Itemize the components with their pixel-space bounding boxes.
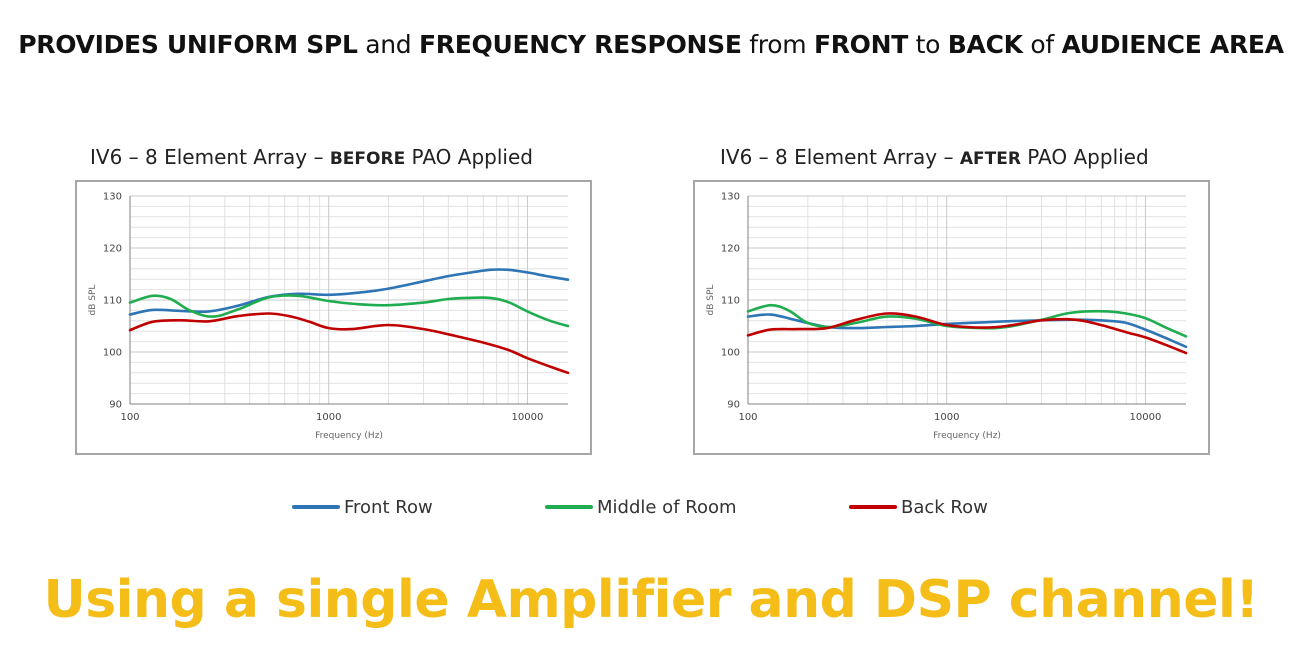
- series-line-middle-of-room: [128, 294, 570, 328]
- y-tick-label: 90: [109, 400, 122, 411]
- y-tick-label: 120: [721, 244, 740, 255]
- headline-word-6: to: [908, 30, 948, 59]
- legend-label-middle-of-room: Middle of Room: [597, 496, 737, 518]
- page-headline: PROVIDES UNIFORM SPL and FREQUENCY RESPO…: [0, 30, 1302, 59]
- x-tick-label: 1000: [934, 412, 959, 423]
- headline-word-1: PROVIDES UNIFORM SPL: [18, 30, 358, 59]
- legend-item-back-row: Back Row: [849, 494, 988, 520]
- chart-legend: Front Row Middle of Room Back Row: [0, 494, 1302, 520]
- legend-swatch-front-row: [292, 505, 340, 509]
- chart-title-prefix: IV6 – 8 Element Array –: [90, 145, 330, 169]
- y-tick-label: 110: [721, 296, 740, 307]
- headline-word-9: AUDIENCE AREA: [1061, 30, 1284, 59]
- chart-title-suffix: PAO Applied: [405, 145, 533, 169]
- chart-title-suffix: PAO Applied: [1020, 145, 1149, 169]
- y-tick-label: 100: [103, 348, 122, 359]
- x-tick-label: 1000: [316, 412, 341, 423]
- chart-title-prefix: IV6 – 8 Element Array –: [720, 145, 960, 169]
- series-line-front-row: [128, 268, 570, 316]
- headline-word-2: and: [357, 30, 420, 59]
- y-tick-label: 120: [103, 244, 122, 255]
- chart-title-after: IV6 – 8 Element Array – AFTER PAO Applie…: [720, 145, 1149, 169]
- y-tick-label: 130: [103, 192, 122, 203]
- x-tick-label: 10000: [1130, 412, 1162, 423]
- y-tick-label: 110: [103, 296, 122, 307]
- series-line-back-row: [128, 312, 570, 375]
- y-axis-label: dB SPL: [88, 285, 98, 316]
- chart-after-frame: 90 100 110 120 130 100 1000 10000 Frequency (Hz)…: [693, 180, 1210, 455]
- chart-title-strong: AFTER: [959, 149, 1021, 169]
- legend-label-back-row: Back Row: [901, 496, 988, 518]
- y-tick-label: 90: [727, 400, 740, 411]
- headline-word-5: FRONT: [813, 30, 908, 59]
- x-tick-label: 100: [738, 412, 757, 423]
- y-tick-label: 130: [721, 192, 740, 203]
- legend-swatch-back-row: [849, 505, 897, 509]
- legend-label-front-row: Front Row: [344, 496, 433, 518]
- headline-word-4: from: [741, 30, 814, 59]
- chart-before-frame: 90 100 110 120 130 100 1000 10000 Frequency (Hz)…: [75, 180, 592, 455]
- series-line-back-row: [746, 312, 1188, 355]
- headline-word-7: BACK: [947, 30, 1023, 59]
- y-axis-label: dB SPL: [706, 285, 716, 316]
- y-tick-label: 100: [721, 348, 740, 359]
- tagline: Using a single Amplifier and DSP channel…: [43, 570, 1259, 630]
- x-tick-label: 10000: [512, 412, 544, 423]
- x-tick-label: 100: [120, 412, 139, 423]
- headline-word-3: FREQUENCY RESPONSE: [419, 30, 742, 59]
- x-axis-label: Frequency (Hz): [933, 431, 1001, 441]
- x-axis-label: Frequency (Hz): [315, 431, 383, 441]
- chart-title-strong: BEFORE: [329, 149, 406, 169]
- headline-word-8: of: [1022, 30, 1062, 59]
- chart-title-before: IV6 – 8 Element Array – BEFORE PAO Appli…: [90, 145, 533, 169]
- legend-swatch-middle-of-room: [545, 505, 593, 509]
- legend-item-front-row: Front Row: [292, 494, 433, 520]
- legend-item-middle-of-room: Middle of Room: [545, 494, 737, 520]
